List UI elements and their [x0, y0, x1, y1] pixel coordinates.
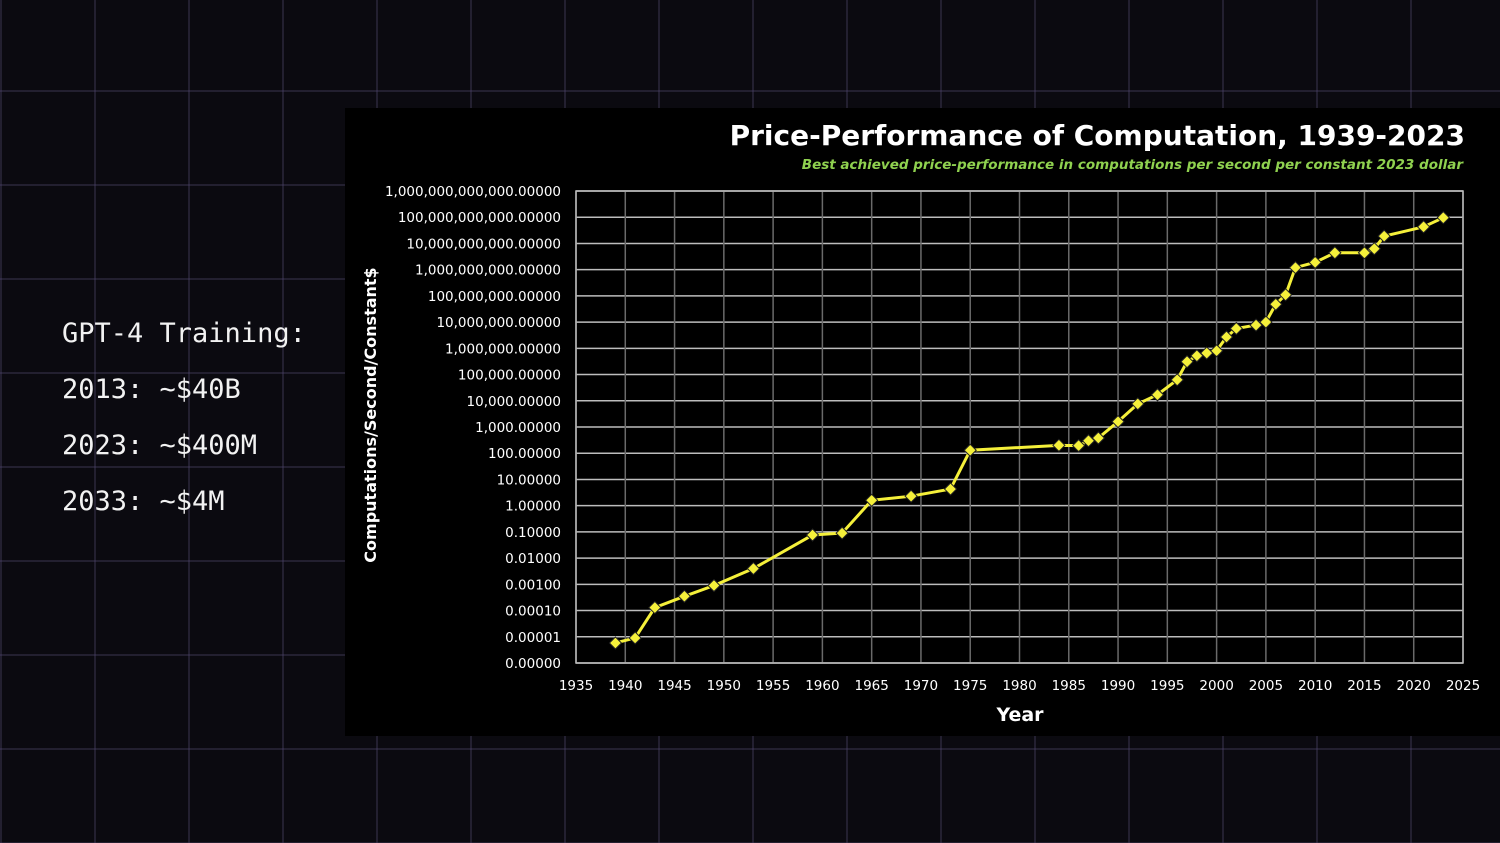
chart-panel	[345, 108, 1500, 736]
x-tick-label: 1935	[559, 678, 593, 694]
x-tick-label: 1945	[657, 678, 691, 694]
data-point-1969	[904, 489, 918, 503]
x-tick-label: 2015	[1347, 678, 1381, 694]
chart-subtitle: Best achieved price-performance in compu…	[802, 157, 1465, 173]
data-point-1941	[628, 631, 642, 645]
notes-line-2013: 2013: ~$40B	[62, 374, 241, 405]
y-tick-label: 0.10000	[505, 525, 561, 541]
data-point-1997	[1180, 354, 1194, 369]
data-point-2002	[1229, 321, 1244, 336]
x-tick-label: 2025	[1446, 678, 1480, 694]
data-point-1994	[1150, 388, 1165, 402]
data-point-1988	[1091, 431, 1106, 445]
x-tick-label: 1970	[904, 678, 938, 694]
y-tick-label: 1,000,000,000.00000	[415, 263, 561, 279]
data-point-2012	[1328, 246, 1342, 260]
y-tick-label: 10.00000	[497, 472, 561, 488]
x-tick-label: 1965	[854, 678, 888, 694]
y-tick-label: 1.00000	[505, 499, 561, 515]
data-point-2008	[1288, 260, 1303, 275]
data-point-2017	[1377, 229, 1391, 243]
notes-line-2023: 2023: ~$400M	[62, 430, 258, 461]
x-tick-label: 1940	[608, 678, 642, 694]
data-point-2010	[1308, 255, 1322, 270]
data-point-1990	[1111, 414, 1125, 429]
y-tick-label: 100,000,000,000.00000	[398, 210, 561, 226]
y-tick-label: 1,000,000.00000	[445, 341, 561, 357]
x-tick-label: 1990	[1101, 678, 1135, 694]
y-tick-label: 100,000.00000	[458, 368, 561, 384]
data-point-2023	[1436, 210, 1450, 225]
data-point-2005	[1259, 315, 1273, 329]
data-point-1986	[1071, 438, 1086, 453]
y-tick-label: 10,000,000.00000	[436, 315, 561, 331]
data-point-1975	[963, 443, 977, 457]
x-tick-label: 1955	[756, 678, 790, 694]
data-point-1949	[707, 578, 721, 593]
x-tick-label: 1985	[1052, 678, 1086, 694]
data-point-1962	[835, 526, 849, 540]
data-point-1946	[677, 589, 692, 603]
y-tick-label: 10,000.00000	[467, 394, 561, 410]
data-point-2000	[1209, 344, 1224, 358]
y-tick-label: 0.00000	[505, 656, 561, 672]
data-point-2001	[1219, 330, 1234, 344]
x-tick-label: 1975	[953, 678, 987, 694]
x-tick-label: 1960	[805, 678, 839, 694]
x-tick-label: 2005	[1249, 678, 1283, 694]
data-point-1973	[943, 482, 958, 496]
y-tick-label: 0.00001	[505, 630, 561, 646]
data-point-1959	[805, 528, 820, 542]
x-tick-label: 1995	[1150, 678, 1184, 694]
gpt4-cost-notes: GPT-4 Training: 2013: ~$40B 2023: ~$400M…	[62, 318, 306, 542]
x-tick-label: 2010	[1298, 678, 1332, 694]
notes-heading: GPT-4 Training:	[62, 318, 306, 349]
plot-border	[575, 190, 1464, 664]
y-tick-label: 10,000,000,000.00000	[406, 236, 561, 252]
data-point-1965	[864, 493, 879, 508]
data-point-1953	[746, 561, 761, 576]
x-tick-label: 2000	[1199, 678, 1233, 694]
data-point-1984	[1052, 438, 1066, 453]
data-point-1996	[1170, 373, 1184, 387]
notes-line-2033: 2033: ~$4M	[62, 486, 225, 517]
data-point-2007	[1278, 288, 1293, 302]
y-tick-label: 0.01000	[505, 551, 561, 567]
series-line	[615, 216, 1444, 645]
data-point-2004	[1249, 318, 1263, 332]
data-point-2006	[1269, 297, 1283, 311]
x-axis-label: Year	[995, 704, 1044, 726]
y-axis-label: Computations/Second/Constant$	[361, 267, 380, 562]
data-point-1939	[608, 636, 623, 650]
data-point-2015	[1357, 246, 1372, 260]
y-tick-label: 0.00100	[505, 577, 561, 593]
y-tick-label: 1,000.00000	[475, 420, 561, 436]
y-tick-label: 1,000,000,000,000.00000	[385, 184, 561, 200]
data-point-1992	[1131, 397, 1145, 411]
y-tick-label: 100,000,000.00000	[428, 289, 561, 305]
x-tick-label: 1980	[1002, 678, 1036, 694]
x-tick-label: 1950	[707, 678, 741, 694]
y-tick-label: 100.00000	[488, 446, 561, 462]
data-point-2016	[1367, 241, 1382, 256]
x-tick-label: 2020	[1397, 678, 1431, 694]
chart-title: Price-Performance of Computation, 1939-2…	[730, 119, 1465, 152]
y-tick-label: 0.00010	[505, 604, 561, 620]
data-point-1943	[648, 600, 662, 615]
data-point-2021	[1416, 220, 1431, 234]
